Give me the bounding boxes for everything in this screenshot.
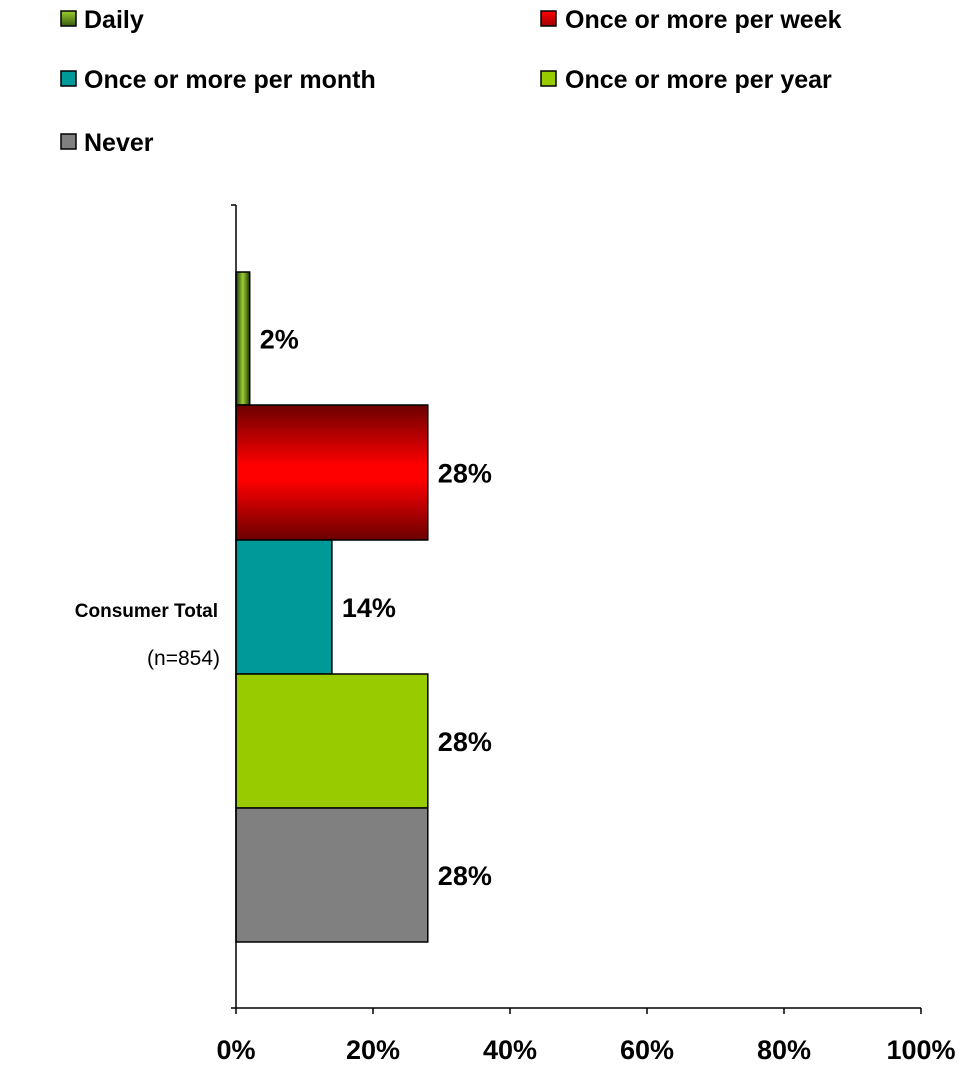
legend-swatch-never [60,133,77,150]
x-tick-label: 40% [483,1035,537,1065]
legend-item-month: Once or more per month [60,66,376,94]
bar-daily [235,271,251,406]
legend-item-never: Never [60,129,154,157]
axes [231,204,921,1009]
data-label-never: 28% [438,861,492,891]
legend-label-never: Never [84,129,154,157]
bar-year [235,673,429,809]
category-label: Consumer Total [75,601,218,622]
x-tick-label: 20% [346,1035,400,1065]
legend: Daily Once or more per week Once or more… [60,6,842,157]
legend-item-year: Once or more per year [540,66,832,94]
bars-layer [235,271,429,943]
bar-never [235,807,429,943]
legend-label-month: Once or more per month [84,66,376,94]
legend-label-daily: Daily [84,6,144,34]
data-label-year: 28% [438,727,492,757]
x-tick-label: 80% [757,1035,811,1065]
legend-swatch-year [540,70,557,87]
legend-swatch-daily [60,10,77,27]
x-tick-label: 0% [216,1035,255,1065]
x-axis-ticks: 0% 20% 40% 60% 80% 100% [216,1008,956,1065]
bar-month [235,539,333,675]
bar-week [235,404,429,541]
legend-swatch-week [540,10,557,27]
legend-item-daily: Daily [60,6,144,34]
data-label-week: 28% [438,459,492,489]
data-label-daily: 2% [260,325,299,355]
data-labels-layer: 2% 28% 14% 28% 28% [260,325,492,892]
data-label-month: 14% [342,593,396,623]
legend-item-week: Once or more per week [540,6,842,34]
legend-label-week: Once or more per week [565,6,842,34]
x-tick-label: 100% [886,1035,955,1065]
legend-label-year: Once or more per year [565,66,832,94]
category-sublabel: (n=854) [147,647,220,670]
legend-swatch-month [60,70,77,87]
x-tick-label: 60% [620,1035,674,1065]
